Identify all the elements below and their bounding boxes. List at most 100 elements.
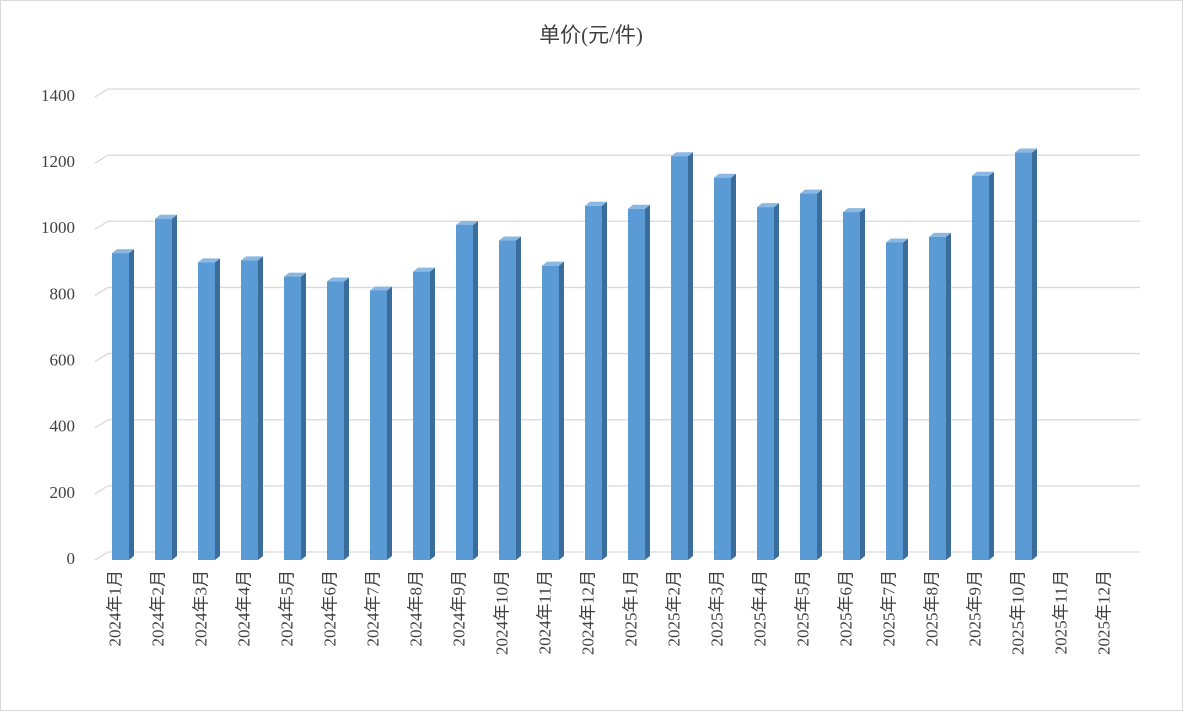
- bar-top: [112, 249, 134, 254]
- bar-side: [473, 220, 478, 560]
- x-tick-label: 2024年5月: [277, 570, 296, 647]
- bar: [929, 236, 946, 560]
- bar-top: [585, 201, 607, 206]
- y-tick-label: 1000: [41, 218, 75, 237]
- x-tick-label: 2024年7月: [363, 570, 382, 647]
- bar-side: [172, 214, 177, 560]
- x-tick-label: 2024年2月: [148, 570, 167, 647]
- grid-line: [94, 352, 1140, 363]
- bar-top: [284, 272, 306, 277]
- bar-side: [215, 258, 220, 560]
- bar-side: [258, 256, 263, 560]
- x-tick-label: 2024年4月: [234, 570, 253, 647]
- bar-top: [241, 256, 263, 261]
- bar-side: [430, 267, 435, 560]
- bar-side: [860, 208, 865, 561]
- x-tick-label: 2024年12月: [578, 570, 597, 655]
- bar: [284, 276, 301, 560]
- bar-top: [1015, 148, 1037, 153]
- bar-side: [688, 152, 693, 560]
- x-tick-label: 2025年4月: [750, 570, 769, 647]
- grid-line: [94, 220, 1140, 230]
- x-tick-label: 2024年11月: [535, 570, 554, 654]
- y-tick-label: 1400: [41, 86, 75, 105]
- x-tick-label: 2024年3月: [191, 570, 210, 647]
- x-tick-label: 2024年9月: [449, 570, 468, 647]
- bar-side: [301, 272, 306, 560]
- bar-top: [671, 152, 693, 157]
- bar: [972, 175, 989, 560]
- bar: [585, 205, 602, 560]
- bar-top: [499, 236, 521, 241]
- bar-top: [327, 277, 349, 282]
- bar-side: [1032, 148, 1037, 560]
- bar-top: [155, 214, 177, 219]
- grid-line: [94, 154, 1140, 164]
- bar: [456, 224, 473, 560]
- bar-top: [800, 189, 822, 194]
- x-tick-label: 2024年10月: [492, 570, 511, 655]
- bar-top: [456, 220, 478, 225]
- x-tick-label: 2025年7月: [879, 570, 898, 647]
- x-tick-label: 2025年1月: [621, 570, 640, 647]
- bar: [370, 290, 387, 560]
- x-tick-label: 2025年8月: [922, 570, 941, 647]
- bar-side: [129, 249, 134, 560]
- y-tick-label: 800: [50, 284, 76, 303]
- bar-side: [903, 238, 908, 560]
- x-tick-label: 2025年9月: [965, 570, 984, 647]
- y-tick-label: 600: [50, 350, 76, 369]
- bar-side: [344, 277, 349, 560]
- bar: [843, 212, 860, 561]
- x-tick-label: 2024年6月: [320, 570, 339, 647]
- bar-top: [413, 267, 435, 272]
- bar-side: [602, 201, 607, 560]
- bar: [800, 193, 817, 560]
- bar-side: [989, 171, 994, 560]
- bar-top: [929, 232, 951, 237]
- grid-line: [94, 286, 1140, 296]
- bar-side: [387, 286, 392, 560]
- bar-side: [946, 232, 951, 560]
- bar-side: [731, 173, 736, 561]
- bar: [241, 260, 258, 560]
- x-tick-label: 2024年8月: [406, 570, 425, 647]
- chart-title: 单价(元/件): [539, 23, 643, 47]
- y-tick-label: 1200: [41, 152, 75, 171]
- bar-top: [198, 258, 220, 263]
- bar: [155, 218, 172, 560]
- bar-top: [972, 171, 994, 176]
- bar-side: [516, 236, 521, 560]
- bar-side: [817, 189, 822, 560]
- bar: [542, 265, 559, 560]
- bar: [198, 262, 215, 560]
- x-tick-label: 2025年10月: [1008, 570, 1027, 655]
- x-tick-label: 2025年12月: [1094, 570, 1113, 655]
- y-tick-label: 200: [50, 483, 76, 502]
- grid-line: [94, 551, 1140, 561]
- bar-side: [645, 204, 650, 560]
- x-tick-label: 2025年6月: [836, 570, 855, 647]
- bar: [413, 271, 430, 560]
- bar-top: [886, 238, 908, 243]
- bar-top: [370, 286, 392, 291]
- grid-line: [94, 419, 1140, 429]
- bar-top: [757, 203, 779, 208]
- bar-side: [774, 203, 779, 560]
- bar: [757, 207, 774, 560]
- grid-line: [94, 88, 1140, 98]
- bar-side: [559, 261, 564, 560]
- bar-top: [628, 204, 650, 209]
- bar: [1015, 152, 1032, 560]
- bar: [327, 281, 344, 560]
- x-tick-label: 2025年3月: [707, 570, 726, 647]
- bar-top: [542, 261, 564, 266]
- x-tick-label: 2025年5月: [793, 570, 812, 647]
- bar: [886, 242, 903, 560]
- bar: [628, 208, 645, 560]
- bar-top: [714, 173, 736, 178]
- x-tick-label: 2025年2月: [664, 570, 683, 647]
- bar: [499, 240, 516, 560]
- bar: [671, 156, 688, 560]
